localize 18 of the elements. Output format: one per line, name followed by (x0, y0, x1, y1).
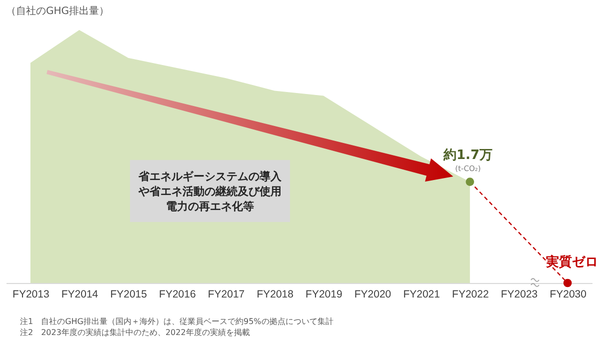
x-tick-label: FY2021 (403, 288, 440, 300)
text: 注2 2023年度の実績は集計中のため、2022年度の実績を掲載 (20, 327, 250, 338)
x-tick-label: FY2015 (110, 288, 148, 300)
x-tick-label: FY2013 (12, 288, 50, 300)
x-tick-label: FY2023 (500, 288, 538, 300)
text-box: 省エネルギーシステムの導入や省エネ活動の継続及び使用電力の再エネ化等 (130, 160, 290, 222)
y-axis-title: （自社のGHG排出量） (6, 4, 110, 18)
text: 注1 自社のGHG排出量（国内＋海外）は、従業員ベースで約95%の拠点について集計 (20, 316, 334, 327)
x-tick-label: FY2014 (61, 288, 98, 300)
x-tick-label: FY2017 (208, 288, 245, 300)
x-tick-label: FY2030 (550, 288, 587, 300)
x-tick-label: FY2019 (306, 288, 342, 300)
annotation: 実質ゼロ (546, 254, 598, 271)
annotation: 約1.7万 (443, 147, 493, 164)
x-tick-label: FY2016 (159, 288, 196, 300)
x-tick-label: FY2022 (452, 288, 489, 300)
x-tick-label: FY2020 (354, 288, 392, 300)
x-tick-label: FY2018 (256, 288, 294, 300)
